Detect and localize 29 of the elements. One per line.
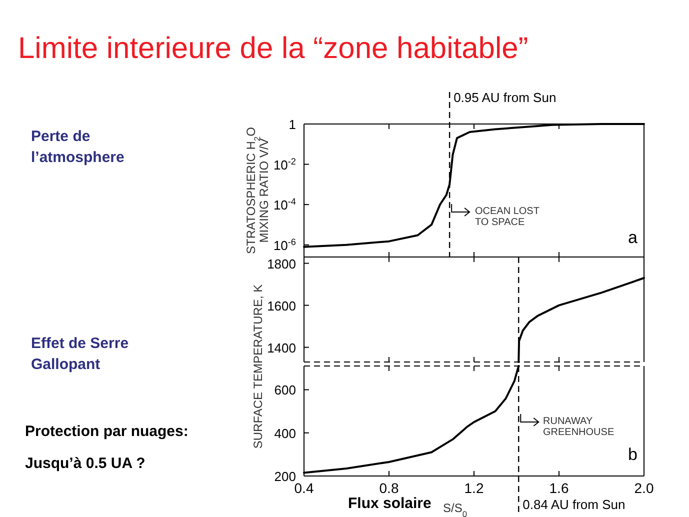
y-tick-label: 600 <box>274 382 296 398</box>
annotation: b <box>628 445 638 464</box>
ref-line-label: 0.84 AU from Sun <box>522 497 626 512</box>
annotation: a <box>628 228 638 247</box>
x-axis-title: S/S$_{0}$ <box>442 501 468 517</box>
x-tick-label: 1.2 <box>464 480 484 496</box>
text: Effet de Serre Gallopant <box>31 335 129 373</box>
x-tick-label: 0.8 <box>379 480 399 496</box>
y-tick-label: 10$^{-6}$ <box>273 236 296 253</box>
text: Jusqu’à 0.5 UA ? <box>25 455 146 472</box>
y-tick-label: 1800 <box>267 256 296 272</box>
text: Protection par nuages: <box>25 423 188 440</box>
y-axis-title: SURFACE TEMPERATURE, K <box>251 284 265 449</box>
y-tick-label: 400 <box>274 426 296 441</box>
chart-title: Limite interieure de la “zone habitable” <box>18 32 528 65</box>
annotation: RUNAWAY GREENHOUSE <box>543 416 614 438</box>
y-tick-label: 1 <box>288 117 296 132</box>
x-tick-label: 1.6 <box>549 480 569 496</box>
ref-line-label: 0.95 AU from Sun <box>454 90 556 105</box>
y-tick-label: 1400 <box>267 340 296 356</box>
y-tick-label: 200 <box>274 469 296 484</box>
text: Flux solaire <box>348 495 432 512</box>
x-tick-label: 0.4 <box>294 480 314 496</box>
y-tick-label: 10$^{-4}$ <box>273 196 296 213</box>
y-tick-label: 1600 <box>267 298 296 314</box>
y-tick-label: 10$^{-2}$ <box>273 156 296 172</box>
text: Perte de l’atmosphere <box>31 128 124 166</box>
annotation: OCEAN LOST TO SPACE <box>475 206 540 228</box>
x-tick-label: 2.0 <box>634 480 654 496</box>
